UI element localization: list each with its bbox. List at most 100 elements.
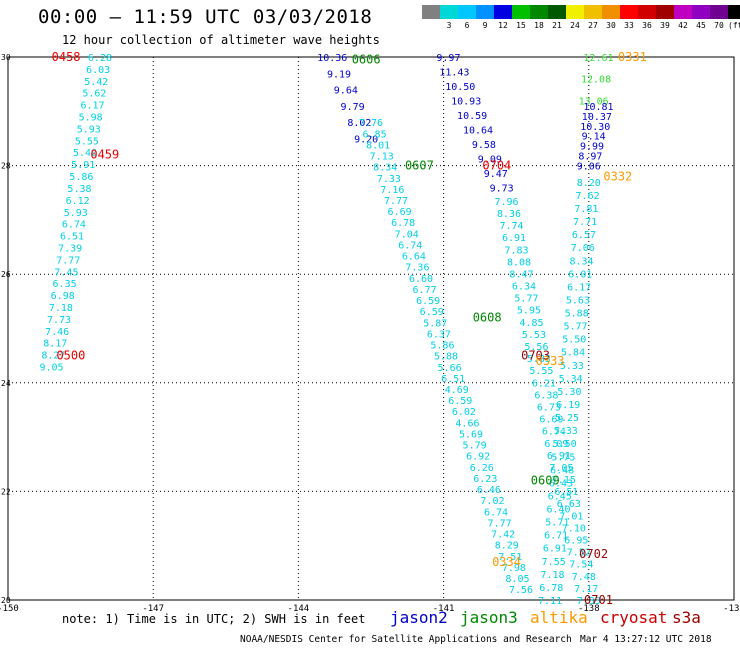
wave-height-value: 7.17 bbox=[574, 584, 598, 595]
x-tick-label: -144 bbox=[288, 604, 310, 614]
wave-height-value: 8.34 bbox=[569, 256, 593, 267]
legend-swatch-label: 24 bbox=[570, 21, 580, 30]
wave-height-value: 5.50 bbox=[553, 439, 577, 450]
wave-height-value: 5.93 bbox=[77, 124, 101, 135]
legend-swatch bbox=[674, 5, 692, 19]
wave-height-value: 9.05 bbox=[40, 363, 64, 374]
wave-height-value: 5.55 bbox=[75, 136, 99, 147]
wave-height-value: 6.85 bbox=[363, 129, 387, 140]
wave-height-value: 7.74 bbox=[499, 221, 523, 232]
wave-height-value: 5.87 bbox=[423, 318, 447, 329]
wave-height-value: 7.45 bbox=[54, 267, 78, 278]
wave-height-value: 4.66 bbox=[455, 418, 479, 429]
wave-height-value: 5.84 bbox=[561, 348, 585, 359]
wave-height-value: 7.56 bbox=[509, 585, 533, 596]
wave-height-value: 5.77 bbox=[514, 294, 538, 305]
wave-height-value: 8.05 bbox=[505, 574, 529, 585]
legend-swatch bbox=[440, 5, 458, 19]
legend-swatch-label: 15 bbox=[516, 21, 526, 30]
pass-time-label: 0500 bbox=[56, 349, 85, 363]
wave-height-value: 6.02 bbox=[452, 407, 476, 418]
wave-height-value: 6.01 bbox=[568, 269, 592, 280]
legend-swatch-label: 9 bbox=[482, 21, 488, 30]
wave-height-value: 7.96 bbox=[494, 197, 518, 208]
wave-height-value: 7.01 bbox=[559, 511, 583, 522]
wave-height-value: 6.69 bbox=[388, 207, 412, 218]
wave-height-value: 5.25 bbox=[555, 413, 579, 424]
wave-height-value: 9.58 bbox=[472, 140, 496, 151]
wave-height-value: 5.33 bbox=[560, 361, 584, 372]
wave-height-value: 11.43 bbox=[439, 67, 469, 78]
wave-height-value: 7.54 bbox=[569, 560, 593, 571]
wave-height-value: 6.35 bbox=[53, 279, 77, 290]
wave-height-value: 5.69 bbox=[459, 429, 483, 440]
pass-time-label: 0703 bbox=[521, 349, 550, 363]
wave-height-value: 7.98 bbox=[502, 563, 526, 574]
wave-height-value: 6.73 bbox=[537, 402, 561, 413]
wave-height-value: 12.61 bbox=[583, 53, 613, 64]
y-tick-label: 30 bbox=[1, 53, 11, 62]
wave-height-value: 10.37 bbox=[582, 112, 612, 123]
y-tick-label: 28 bbox=[1, 162, 11, 171]
wave-height-value: 10.64 bbox=[463, 125, 493, 136]
wave-height-value: 10.93 bbox=[451, 96, 481, 107]
wave-height-value: 6.23 bbox=[473, 474, 497, 485]
wave-height-value: 5.34 bbox=[559, 374, 583, 385]
wave-height-value: 7.52 bbox=[567, 548, 591, 559]
legend-swatch bbox=[584, 5, 602, 19]
wave-height-value: 7.48 bbox=[572, 572, 596, 583]
wave-height-value: 8.97 bbox=[578, 152, 602, 163]
wave-height-value: 4.69 bbox=[445, 385, 469, 396]
wave-height-value: 6.91 bbox=[502, 233, 526, 244]
wave-height-value: 6.95 bbox=[564, 536, 588, 547]
plot-frame bbox=[7, 56, 735, 601]
wave-height-value: 5.95 bbox=[517, 306, 541, 317]
wave-height-value: 5.55 bbox=[529, 366, 553, 377]
wave-height-value: 5.56 bbox=[524, 342, 548, 353]
wave-height-value: 7.04 bbox=[395, 229, 419, 240]
wave-height-value: 9.99 bbox=[580, 142, 604, 153]
wave-height-value: 5.79 bbox=[463, 441, 487, 452]
wave-height-value: 6.17 bbox=[567, 282, 591, 293]
wave-height-value: 7.76 bbox=[359, 118, 383, 129]
wave-height-value: 6.21 bbox=[532, 378, 556, 389]
y-tick-label: 24 bbox=[1, 379, 11, 388]
legend-swatch-label: 6 bbox=[464, 21, 470, 30]
legend-swatch-label: 3 bbox=[446, 21, 452, 30]
wave-height-value: 6.74 bbox=[542, 427, 566, 438]
satellite-name-jason3: jason3 bbox=[460, 608, 518, 627]
legend-swatch bbox=[620, 5, 638, 19]
wave-height-value: 8.01 bbox=[366, 140, 390, 151]
wave-height-value: 10.81 bbox=[583, 102, 613, 113]
wave-height-value: 7.77 bbox=[384, 196, 408, 207]
pass-time-label: 0609 bbox=[531, 474, 560, 488]
wave-height-value: 7.81 bbox=[574, 204, 598, 215]
wave-height-value: 7.83 bbox=[504, 245, 528, 256]
wave-height-value: 6.59 bbox=[420, 307, 444, 318]
wave-height-value: 9.79 bbox=[341, 102, 365, 113]
wave-height-value: 7.46 bbox=[45, 327, 69, 338]
wave-height-value: 7.33 bbox=[377, 174, 401, 185]
pass-time-label: 0334 bbox=[492, 555, 521, 569]
wave-height-value: 10.59 bbox=[457, 111, 487, 122]
wave-height-value: 6.43 bbox=[549, 478, 573, 489]
wave-height-value: 5.62 bbox=[82, 89, 106, 100]
wave-height-value: 13.06 bbox=[579, 96, 609, 107]
satellite-name-altika: altika bbox=[530, 608, 588, 627]
wave-height-value: 8.02 bbox=[347, 118, 371, 129]
legend-swatch bbox=[638, 5, 656, 19]
wave-height-value: 5.77 bbox=[563, 322, 587, 333]
wave-height-value: 9.14 bbox=[582, 132, 606, 143]
wave-height-value: 6.51 bbox=[441, 374, 465, 385]
wave-height-value: 8.34 bbox=[373, 163, 397, 174]
wave-height-value: 8.17 bbox=[43, 339, 67, 350]
wave-height-value: 5.86 bbox=[430, 341, 454, 352]
legend-swatch-label: 39 bbox=[660, 21, 670, 30]
wave-height-value: 7.77 bbox=[56, 255, 80, 266]
wave-height-value: 12.08 bbox=[581, 75, 611, 86]
wave-height-value: 6.63 bbox=[557, 499, 581, 510]
wave-height-value: 7.13 bbox=[370, 152, 394, 163]
wave-height-value: 6.51 bbox=[554, 487, 578, 498]
wave-height-value: 9.06 bbox=[577, 162, 601, 173]
